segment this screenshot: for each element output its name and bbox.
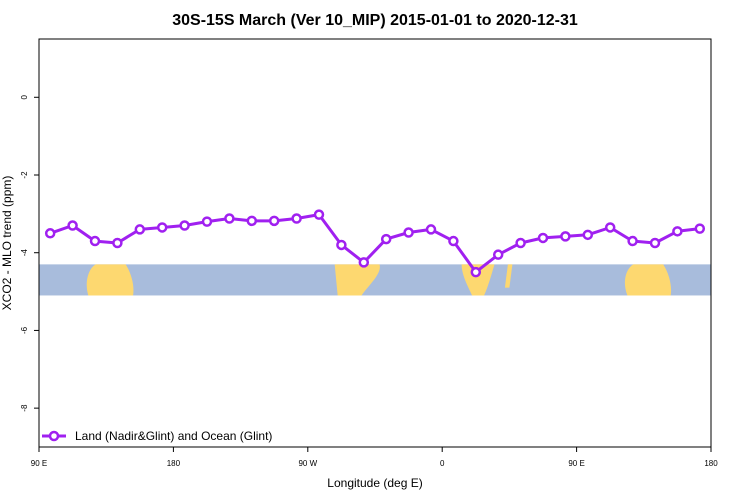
y-axis: 0 -2 -4 -6 -8 <box>20 95 39 412</box>
x-tick-label: 180 <box>704 459 718 468</box>
legend: Land (Nadir&Glint) and Ocean (Glint) <box>42 429 272 443</box>
data-point <box>403 227 414 238</box>
data-point <box>649 237 661 249</box>
data-point <box>672 226 683 237</box>
y-tick-label: -8 <box>20 404 29 412</box>
y-tick-label: -2 <box>20 171 29 179</box>
data-point <box>582 229 594 241</box>
data-point <box>425 224 437 235</box>
land-region <box>334 264 380 296</box>
data-point <box>67 220 78 231</box>
data-point <box>268 215 280 227</box>
data-point <box>380 233 392 245</box>
data-point <box>537 232 549 244</box>
y-tick-label: -6 <box>20 326 29 334</box>
x-axis-label: Longitude (deg E) <box>327 476 422 490</box>
data-point <box>694 223 706 234</box>
data-point <box>515 237 526 249</box>
data-point <box>246 215 258 227</box>
data-point <box>313 209 325 220</box>
data-point <box>560 231 571 242</box>
data-point <box>179 220 190 231</box>
plot-frame <box>38 38 712 448</box>
x-tick-label: 90 E <box>31 459 47 468</box>
chart-title: 30S-15S March (Ver 10_MIP) 2015-01-01 to… <box>172 12 578 29</box>
data-point <box>470 266 482 278</box>
data-point <box>291 213 302 224</box>
y-axis-label: XCO2 - MLO trend (ppm) <box>0 176 14 311</box>
land-region <box>86 264 134 296</box>
data-point <box>448 235 459 247</box>
data-point <box>134 224 146 235</box>
data-point <box>358 257 370 268</box>
data-point <box>89 235 101 247</box>
y-tick-label: 0 <box>20 95 29 100</box>
x-axis: 90 E 180 90 W 0 90 E 180 <box>31 447 718 468</box>
background-map-band <box>39 264 711 296</box>
x-tick-label: 0 <box>440 459 445 468</box>
data-point <box>224 213 235 224</box>
land-region <box>461 264 495 296</box>
data-point <box>604 222 616 233</box>
series-line <box>49 213 700 274</box>
legend-marker <box>48 430 60 442</box>
x-tick-label: 180 <box>167 459 181 468</box>
y-tick-label: -4 <box>20 249 29 257</box>
data-point <box>156 222 168 233</box>
series-layer <box>44 209 706 278</box>
land-region <box>504 264 513 288</box>
data-point <box>112 237 123 249</box>
data-point <box>44 228 56 239</box>
data-point <box>627 235 638 247</box>
x-tick-label: 90 E <box>568 459 584 468</box>
x-tick-label: 90 W <box>298 459 317 468</box>
data-point <box>336 239 347 251</box>
land-region <box>624 264 672 296</box>
data-point <box>492 249 504 260</box>
data-point <box>201 216 213 227</box>
legend-label: Land (Nadir&Glint) and Ocean (Glint) <box>75 429 272 443</box>
